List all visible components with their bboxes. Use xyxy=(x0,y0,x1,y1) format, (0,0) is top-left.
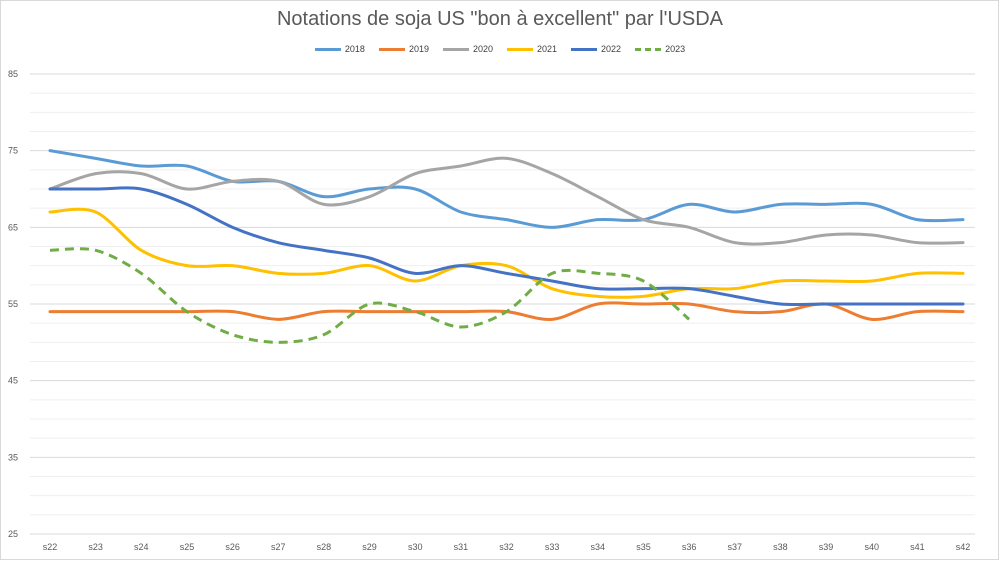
x-tick-label: s22 xyxy=(43,542,58,552)
x-tick-label: s42 xyxy=(956,542,971,552)
y-axis-ticks: 25 35 45 55 65 75 85 xyxy=(8,69,18,539)
x-tick-label: s31 xyxy=(454,542,469,552)
x-tick-label: s27 xyxy=(271,542,286,552)
x-tick-label: s28 xyxy=(317,542,332,552)
chart-title: Notations de soja US "bon à excellent" p… xyxy=(276,8,724,30)
legend-item-2023: 2023 xyxy=(635,44,685,54)
legend-item-2022: 2022 xyxy=(571,44,621,54)
legend-swatch xyxy=(378,47,405,51)
x-tick-label: s24 xyxy=(134,542,149,552)
y-tick-label: 65 xyxy=(8,222,18,232)
y-tick-label: 75 xyxy=(8,146,18,156)
x-tick-label: s26 xyxy=(225,542,240,552)
x-tick-label: s29 xyxy=(362,542,377,552)
legend-label: 2021 xyxy=(537,44,558,54)
series-line-2023 xyxy=(49,247,691,344)
series-line-2021 xyxy=(48,207,965,299)
x-tick-label: s23 xyxy=(88,542,103,552)
legend-swatch xyxy=(507,47,533,51)
series-line-2020 xyxy=(48,156,965,246)
x-tick-label: s40 xyxy=(864,542,879,552)
legend-swatch xyxy=(635,47,662,51)
legend-label: 2018 xyxy=(344,44,365,54)
legend-item-2018: 2018 xyxy=(314,44,365,54)
x-tick-label: s41 xyxy=(910,542,925,552)
legend-label: 2020 xyxy=(472,44,493,54)
y-tick-label: 25 xyxy=(8,529,18,539)
legend-label: 2022 xyxy=(601,44,622,54)
series-line-2022 xyxy=(48,186,965,307)
y-tick-label: 35 xyxy=(8,452,18,462)
x-tick-label: s39 xyxy=(819,542,834,552)
legend-label: 2023 xyxy=(665,44,686,54)
legend-swatch xyxy=(571,47,598,51)
legend-label: 2019 xyxy=(408,44,429,54)
legend-item-2020: 2020 xyxy=(442,44,493,54)
series-line-2018 xyxy=(48,149,965,229)
x-tick-label: s30 xyxy=(408,542,423,552)
x-tick-label: s38 xyxy=(773,542,788,552)
x-tick-label: s37 xyxy=(727,542,742,552)
x-axis-ticks: s22 s23 s24 s25 s26 s27 s28 s29 s30 s31 s32 s33 s34 s… xyxy=(43,542,971,552)
series-lines xyxy=(48,149,965,344)
legend-item-2021: 2021 xyxy=(507,44,557,54)
x-tick-label: s25 xyxy=(180,542,195,552)
x-tick-label: s32 xyxy=(499,542,514,552)
x-tick-label: s35 xyxy=(636,542,651,552)
legend-item-2019: 2019 xyxy=(378,44,429,54)
y-tick-label: 85 xyxy=(8,69,18,79)
y-tick-label: 45 xyxy=(8,376,18,386)
gridlines xyxy=(30,73,975,535)
x-tick-label: s36 xyxy=(682,542,697,552)
x-tick-label: s34 xyxy=(591,542,606,552)
y-tick-label: 55 xyxy=(8,299,18,309)
chart-legend: 2018 2019 2020 2021 2022 2023 xyxy=(0,44,1000,54)
legend-swatch xyxy=(442,47,469,51)
x-tick-label: s33 xyxy=(545,542,560,552)
legend-swatch xyxy=(314,47,341,51)
